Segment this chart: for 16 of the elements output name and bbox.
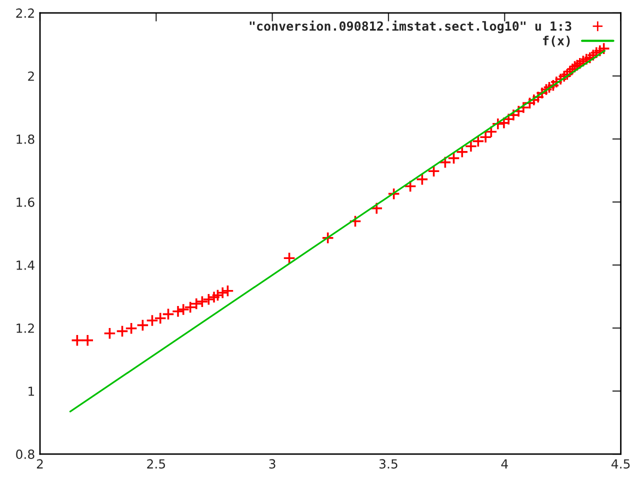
x-tick-label: 3 — [269, 459, 276, 469]
x-tick-label: 4 — [501, 459, 508, 468]
y-tick-label: 1.8 — [16, 134, 34, 144]
y-tick-label: 1 — [28, 386, 34, 396]
x-tick-label: 2 — [36, 459, 43, 468]
y-tick-label: 1.6 — [16, 197, 34, 207]
y-tick-label: 2.2 — [16, 8, 34, 18]
x-tick-label: 4.5 — [611, 459, 630, 469]
y-tick-label: 1.4 — [16, 260, 34, 270]
y-tick-label: 1.2 — [16, 324, 34, 333]
y-tick-label: 0.8 — [16, 450, 34, 460]
y-tick-label: 2 — [28, 71, 34, 81]
x-tick-label: 3.5 — [379, 459, 398, 469]
legend-label: "conversion.090812.imstat.sect.log10" u 1:3 — [250, 20, 572, 34]
legend-label: f(x) — [543, 36, 570, 47]
x-tick-label: 2.5 — [147, 459, 166, 469]
